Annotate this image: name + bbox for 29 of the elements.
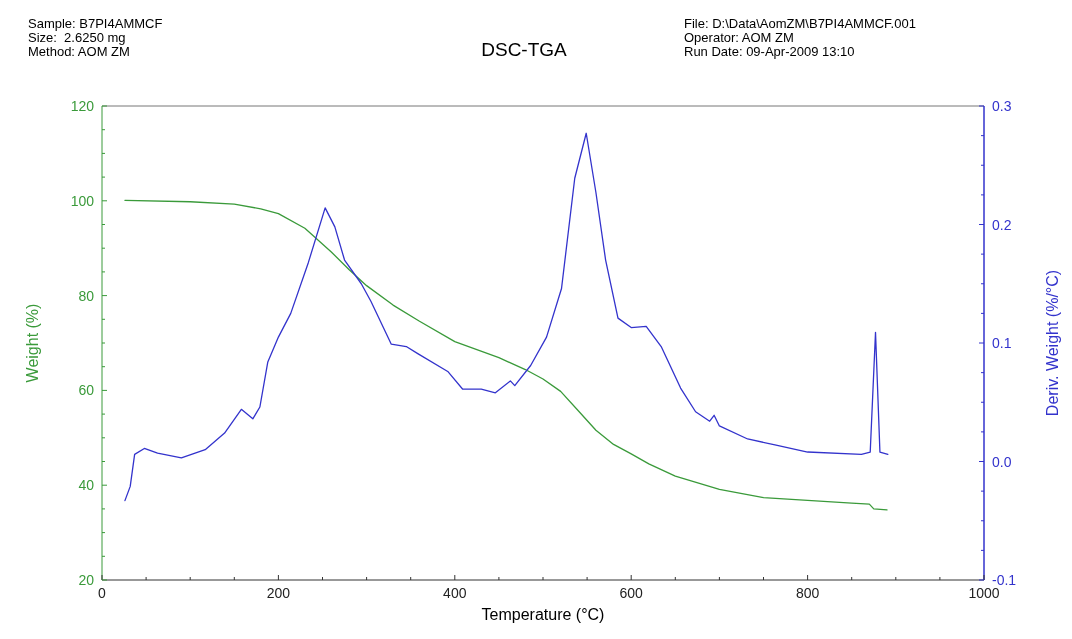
text: File: D:\Data\AomZM\B7PI4AMMCF.001: [684, 16, 916, 31]
line-series: [124, 199, 888, 511]
y2-tick-label: 0.3: [992, 98, 1012, 114]
line-series: [124, 132, 889, 502]
text: Method: AOM ZM: [28, 44, 130, 59]
y2-tick-label: -0.1: [992, 572, 1017, 588]
y-tick-label: 120: [70, 98, 95, 114]
y2-tick-label: 0.2: [992, 216, 1012, 233]
x-tick-label: 200: [266, 585, 291, 601]
y-tick-label: 40: [78, 477, 95, 494]
y-tick-label: 80: [78, 287, 95, 304]
y2-tick-label: 0.1: [992, 335, 1012, 351]
text: Run Date: 09-Apr-2009 13:10: [684, 44, 855, 59]
y-tick-label: 100: [70, 192, 95, 209]
x-tick-label: 400: [443, 585, 467, 601]
x-axis-title: Temperature (°C): [481, 606, 605, 623]
y-tick-label: 60: [78, 382, 95, 399]
y2-axis-title: Deriv. Weight (%/°C): [1044, 269, 1061, 417]
y2-tick-label: 0.0: [992, 453, 1012, 470]
y-axis-title: Weight (%): [24, 303, 41, 383]
x-tick-label: 1000: [968, 585, 1000, 601]
y-tick-label: 20: [78, 572, 95, 588]
text: Size: 2.6250 mg: [28, 30, 126, 45]
chart-title: DSC-TGA: [481, 39, 568, 60]
text: Operator: AOM ZM: [684, 30, 794, 45]
text: Sample: B7PI4AMMCF: [28, 16, 163, 31]
x-tick-label: 0: [98, 585, 107, 601]
x-tick-label: 600: [619, 585, 644, 601]
x-tick-label: 800: [795, 585, 820, 601]
